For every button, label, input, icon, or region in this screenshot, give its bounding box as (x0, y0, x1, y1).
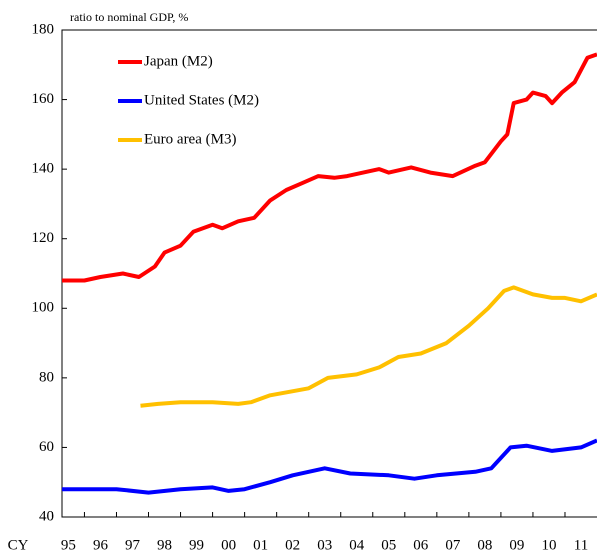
y-tick-label: 180 (32, 21, 55, 37)
y-tick-label: 160 (32, 91, 55, 107)
x-tick-label: 96 (93, 537, 109, 553)
x-tick-label: 07 (445, 537, 461, 553)
x-tick-label: 10 (541, 537, 556, 553)
x-tick-label: 00 (221, 537, 236, 553)
legend-label: Japan (M2) (144, 53, 213, 69)
series-line (62, 438, 597, 495)
x-tick-label: 03 (317, 537, 332, 553)
x-tick-label: 06 (413, 537, 429, 553)
y-tick-label: 120 (32, 230, 55, 246)
plot-frame (61, 29, 597, 518)
annotation: ratio to nominal GDP, % (70, 10, 188, 24)
x-tick-label: 01 (253, 537, 268, 553)
x-tick-label: 99 (189, 537, 204, 553)
x-tick-label: 02 (285, 537, 300, 553)
y-tick-label: 140 (32, 161, 55, 177)
x-tick-label: 04 (349, 537, 365, 553)
x-tick-label: 09 (509, 537, 524, 553)
legend-label: United States (M2) (144, 92, 259, 108)
y-tick-label: 40 (39, 508, 54, 524)
x-tick-label: 95 (61, 537, 76, 553)
y-tick-label: 80 (39, 369, 54, 385)
y-tick-label: 100 (32, 300, 55, 316)
x-axis-label: CY (8, 537, 29, 553)
x-tick-label: 08 (477, 537, 492, 553)
x-tick-label: 97 (125, 537, 141, 553)
series-line (62, 52, 597, 283)
y-tick-label: 60 (39, 439, 54, 455)
x-tick-label: 11 (574, 537, 588, 553)
legend-label: Euro area (M3) (144, 131, 236, 147)
x-tick-label: 05 (381, 537, 396, 553)
series-line (140, 285, 597, 408)
x-tick-label: 98 (157, 537, 172, 553)
